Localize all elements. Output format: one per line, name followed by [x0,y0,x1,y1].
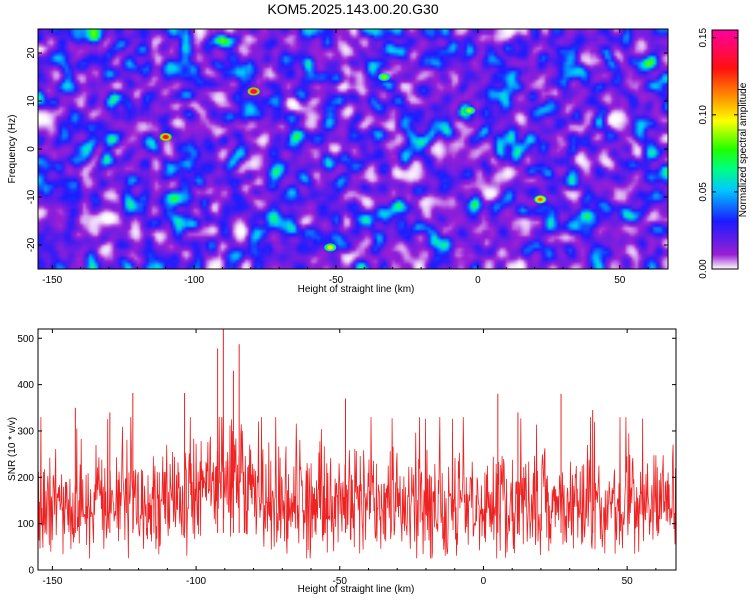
snr-y-tick-label: 300 [17,426,34,437]
snr-y-tick-label: 400 [17,380,34,391]
snr-background [38,329,676,570]
colorbar-frame [711,29,739,270]
heatmap-y-tick-label: -20 [26,237,37,252]
colorbar-tick-label: 0.10 [698,105,709,125]
snr-x-tick-label: -150 [42,576,62,587]
snr-frame [37,328,677,571]
heatmap-x-tick-label: 50 [614,275,626,286]
snr-x-ticks: -150 -100 -50 0 50 [42,329,657,587]
heatmap-y-ticks: -20 -10 0 10 20 [26,47,668,252]
colorbar-tick-label: 0.15 [698,28,709,48]
heatmap-peak [534,195,547,204]
snr-x-tick-label: -100 [186,576,206,587]
snr-x-tick-label: 0 [481,576,487,587]
heatmap-y-tick-label: 10 [26,95,37,107]
heatmap-y-tick-label: -10 [26,189,37,204]
heatmap-y-label: Frequency (Hz) [7,115,18,184]
heatmap-x-label: Height of straight line (km) [298,284,415,295]
heatmap-x-tick-label: -150 [42,275,62,286]
heatmap-x-tick-label: -100 [184,275,204,286]
heatmap-peak [159,133,172,141]
snr-peaks [74,329,594,533]
snr-x-tick-label: -50 [333,576,348,587]
heatmap-peak [247,87,260,96]
colorbar-tick-label: 0.00 [698,259,709,279]
colorbar: 0.00 0.05 0.10 0.15 Normalized spectral amp… [698,28,749,279]
snr-y-ticks: 0 100 200 300 400 500 [17,334,676,577]
heatmap-y-tick-label: 20 [26,47,37,59]
snr-y-tick-label: 500 [17,334,34,345]
colorbar-label: Normalized spectral amplitude [738,82,749,217]
heatmap-x-tick-label: -50 [329,275,344,286]
snr-y-label: SNR (10 * v/v) [7,417,18,481]
colorbar-tick-label: 0.05 [698,182,709,202]
heatmap-peak [324,243,337,252]
snr-panel: -150 -100 -50 0 50 0 100 200 300 400 500 Height o… [7,328,677,595]
snr-y-tick-label: 0 [28,566,34,577]
colorbar-gradient [712,30,738,269]
snr-y-tick-label: 100 [17,519,34,530]
snr-series-line [38,417,676,559]
heatmap-peaks [159,73,547,252]
heatmap-x-ticks: -150 -100 -50 0 50 [42,29,649,286]
snr-y-tick-label: 200 [17,473,34,484]
snr-x-label: Height of straight line (km) [298,584,415,595]
heatmap-peak [463,106,476,115]
heatmap-image [38,29,668,269]
heatmap-peak [378,73,391,81]
heatmap-x-tick-label: 0 [475,275,481,286]
colorbar-ticks: 0.00 0.05 0.10 0.15 [698,28,738,279]
heatmap-y-tick-label: 0 [26,146,37,152]
chart-title: KOM5.2025.143.00.20.G30 [267,1,438,17]
snr-x-tick-label: 50 [622,576,634,587]
